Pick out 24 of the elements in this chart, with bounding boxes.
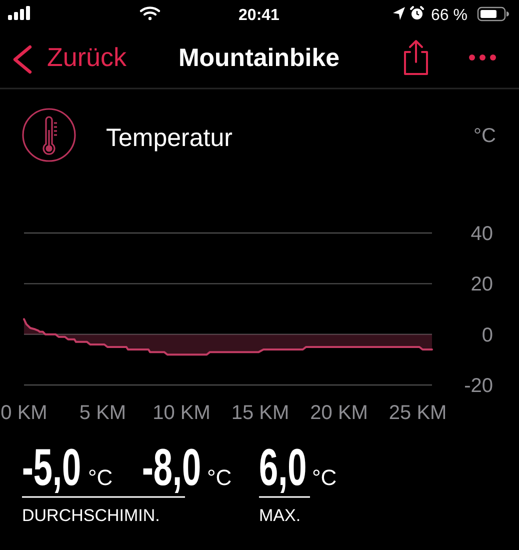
text: 6,0 <box>259 438 307 497</box>
text: DURCHSCHIMIN. <box>22 506 160 525</box>
text: °C <box>88 465 113 490</box>
x-tick-label: 5 KM <box>79 402 126 424</box>
text: 66 % <box>431 7 468 24</box>
y-tick-label: 40 <box>470 223 493 245</box>
text: °C <box>207 465 232 490</box>
text: -5,0 <box>22 438 82 497</box>
chart-title: Temperatur <box>106 124 232 152</box>
text: °C <box>312 465 337 490</box>
y-tick-label: -20 <box>464 375 493 397</box>
text: 20:41 <box>238 7 280 24</box>
y-axis-title: °C <box>474 125 496 147</box>
x-tick-label: 15 KM <box>231 402 290 424</box>
y-tick-label: 20 <box>470 274 493 296</box>
text: Mountainbike <box>178 44 340 72</box>
x-tick-label: 0 KM <box>0 402 48 424</box>
x-tick-label: 10 KM <box>152 402 210 424</box>
text: Zurück <box>47 42 128 72</box>
y-tick-label: 0 <box>482 324 493 346</box>
text: -8,0 <box>142 438 202 497</box>
x-tick-label: 20 KM <box>310 402 368 424</box>
x-tick-label: 25 KM <box>388 402 447 424</box>
text: MAX. <box>259 506 301 525</box>
